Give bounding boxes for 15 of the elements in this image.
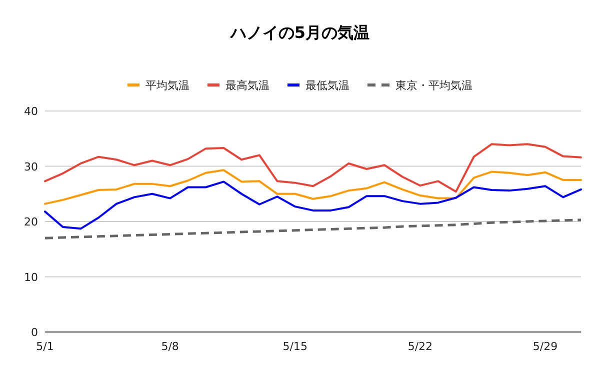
x-tick-label: 5/1: [36, 340, 54, 353]
x-tick-label: 5/8: [161, 340, 179, 353]
y-tick-label: 10: [24, 270, 38, 284]
y-tick-label: 40: [24, 105, 38, 118]
legend-label: 最高気温: [226, 79, 270, 92]
y-tick-label: 0: [31, 326, 38, 339]
y-tick-label: 30: [24, 160, 38, 174]
legend-label: 平均気温: [146, 79, 190, 92]
legend-label: 東京・平均気温: [396, 79, 472, 92]
x-tick-label: 5/22: [408, 340, 433, 353]
chart-title: ハノイの5月の気温: [229, 23, 370, 42]
x-tick-label: 5/29: [532, 340, 558, 353]
legend-label: 最低気温: [306, 79, 350, 92]
x-tick-label: 5/15: [282, 340, 308, 353]
y-tick-label: 20: [24, 216, 38, 228]
